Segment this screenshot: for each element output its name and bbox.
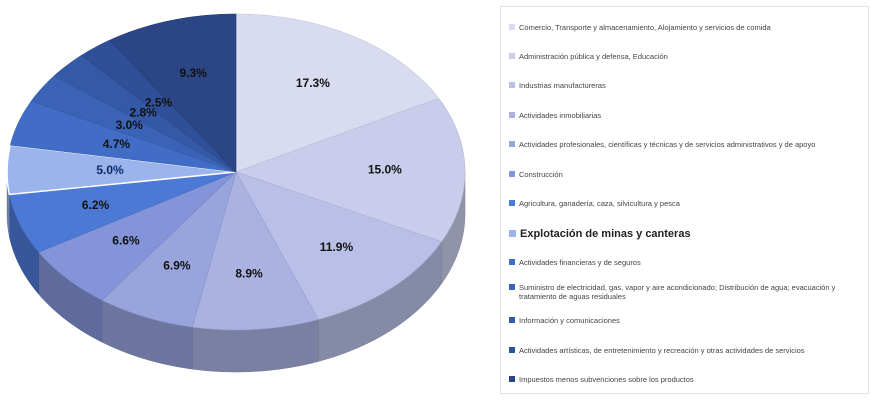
data-label: 15.0%: [368, 163, 402, 177]
legend-swatch: [509, 82, 515, 88]
slice: [80, 39, 237, 173]
slice: [6, 144, 237, 196]
data-label: 6.6%: [112, 233, 140, 247]
slice: [235, 171, 443, 320]
chart: 17.3% 15.0% 11.9% 8.9% 6.9% 6.6% 6.2% 5.0% 4.7% 3…: [6, 13, 466, 373]
legend-swatch: [509, 284, 515, 290]
legend-label: Información y comunicaciones: [519, 316, 620, 325]
legend-entry: Explotación de minas y canteras: [509, 228, 862, 240]
legend: Comercio, Transporte y almacenamiento, A…: [500, 6, 869, 394]
legend-swatch: [509, 230, 516, 237]
legend-label: Agricultura, ganadería, caza, silvicultu…: [519, 199, 680, 208]
legend-swatch: [509, 171, 515, 177]
legend-entry: Actividades inmobiliarias: [509, 111, 862, 120]
slice: [8, 171, 237, 253]
legend-swatch: [509, 141, 515, 147]
legend-label: Actividades financieras y de seguros: [519, 258, 641, 267]
slice: [235, 13, 440, 173]
slice: [38, 171, 237, 301]
data-label: 6.2%: [82, 198, 110, 212]
data-label: 2.5%: [145, 96, 173, 110]
legend-label: Suministro de electricidad, gas, vapor y…: [519, 283, 836, 301]
data-label: 17.3%: [296, 76, 330, 90]
legend-label: Comercio, Transporte y almacenamiento, A…: [519, 23, 771, 32]
legend-entry: Industrias manufactureras: [509, 81, 862, 90]
legend-entry: Construcción: [509, 170, 862, 179]
slice: [235, 97, 466, 243]
data-label: 5.0%: [96, 163, 124, 177]
legend-swatch: [509, 317, 515, 323]
data-label: 2.8%: [130, 105, 158, 119]
legend-entry: Administración pública y defensa, Educac…: [509, 52, 862, 61]
legend-swatch: [509, 112, 515, 118]
data-label: 3.0%: [116, 118, 144, 132]
legend-label: Actividades profesionales, científicas y…: [519, 140, 816, 149]
legend-swatch: [509, 200, 515, 206]
legend-entry: Actividades profesionales, científicas y…: [509, 140, 862, 149]
legend-entry: Actividades financieras y de seguros: [509, 258, 862, 267]
legend-label: Actividades artísticas, de entretenimien…: [519, 346, 805, 355]
slice: [101, 171, 237, 328]
data-label: 4.7%: [103, 137, 131, 151]
legend-entry: Suministro de electricidad, gas, vapor y…: [509, 283, 862, 301]
data-label: 8.9%: [235, 266, 263, 280]
data-label: 9.3%: [179, 66, 207, 80]
slice: [30, 75, 237, 173]
legend-entry: Impuestos menos subvenciones sobre los p…: [509, 375, 862, 384]
legend-swatch: [509, 347, 515, 353]
data-label: 11.9%: [320, 240, 354, 254]
legend-entry: Agricultura, ganadería, caza, silvicultu…: [509, 199, 862, 208]
slice: [53, 55, 237, 173]
legend-entry: Actividades artísticas, de entretenimien…: [509, 346, 862, 355]
data-label: 6.9%: [163, 258, 191, 272]
legend-swatch: [509, 53, 515, 59]
legend-swatch: [509, 259, 515, 265]
legend-swatch: [509, 376, 515, 382]
legend-label: Industrias manufactureras: [519, 81, 606, 90]
slice: [109, 13, 237, 173]
legend-entry: Comercio, Transporte y almacenamiento, A…: [509, 23, 862, 32]
slice: [192, 171, 319, 331]
legend-label: Construcción: [519, 170, 563, 179]
legend-label: Explotación de minas y canteras: [520, 228, 691, 240]
legend-entry: Información y comunicaciones: [509, 316, 862, 325]
legend-label: Actividades inmobiliarias: [519, 111, 602, 120]
legend-label: Administración pública y defensa, Educac…: [519, 52, 668, 61]
legend-swatch: [509, 24, 515, 30]
slice: [9, 100, 237, 173]
legend-label: Impuestos menos subvenciones sobre los p…: [519, 375, 694, 384]
